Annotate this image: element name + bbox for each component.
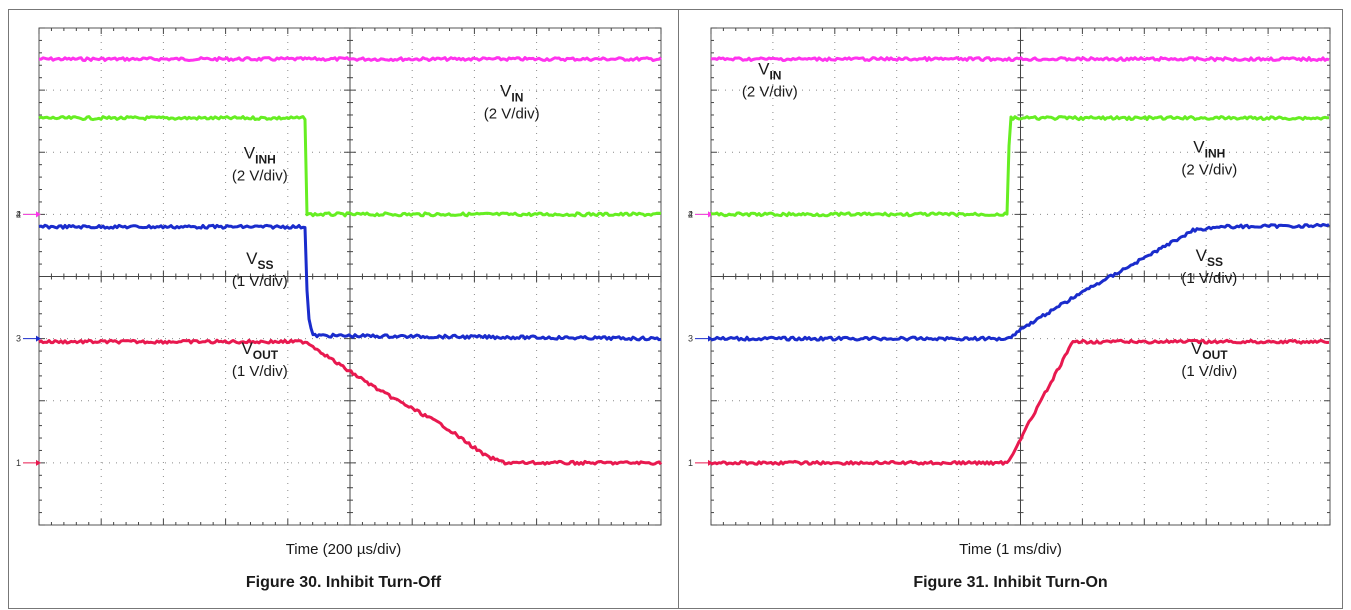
trace-vss: [710, 222, 1330, 342]
trace-scale-vss: (1 V/div): [1181, 270, 1237, 287]
svg-text:3: 3: [688, 334, 693, 344]
trace-label-vinh: VINH: [1193, 137, 1225, 160]
trace-label-vin: VIN: [758, 60, 781, 83]
trace-label-vout: VOUT: [241, 339, 278, 362]
trace-vin: [710, 56, 1330, 63]
trace-vinh: [38, 115, 662, 218]
trace-scale-vss: (1 V/div): [232, 273, 288, 290]
svg-text:1: 1: [16, 458, 21, 468]
channel-marker-4: 4: [16, 209, 41, 219]
trace-label-vss: VSS: [246, 249, 273, 272]
x-axis-label: Time (200 µs/div): [285, 541, 402, 558]
channel-marker-3: 3: [16, 334, 41, 344]
axis-ticks: [710, 27, 1331, 526]
trace-vout: [710, 338, 1330, 466]
channel-marker-1: 1: [688, 458, 713, 468]
trace-label-vinh: VINH: [244, 143, 276, 166]
trace-scale-vin: (2 V/div): [742, 84, 798, 101]
figure-30-panel: 2 4 3 1 VIN (2 V/div) VINH (2 V/div) VSS (1 V/div…: [8, 9, 679, 609]
svg-text:3: 3: [16, 334, 21, 344]
trace-vinh: [710, 115, 1330, 218]
trace-vss: [38, 223, 662, 342]
trace-vin: [38, 56, 662, 62]
trace-scale-vin: (2 V/div): [484, 105, 540, 122]
figure-caption: Figure 30. Inhibit Turn-Off: [245, 574, 442, 591]
svg-text:4: 4: [16, 209, 21, 219]
trace-label-vss: VSS: [1196, 246, 1223, 269]
figure-caption: Figure 31. Inhibit Turn-On: [913, 574, 1108, 591]
svg-text:1: 1: [688, 458, 693, 468]
channel-marker-3: 3: [688, 334, 713, 344]
x-axis-label: Time (1 ms/div): [959, 541, 1062, 558]
trace-scale-vout: (1 V/div): [1181, 363, 1237, 380]
trace-scale-vinh: (2 V/div): [1181, 161, 1237, 178]
svg-text:2: 2: [16, 209, 21, 219]
channel-marker-1: 1: [16, 458, 41, 468]
axis-ticks: [38, 27, 662, 526]
trace-label-vin: VIN: [500, 81, 523, 104]
trace-scale-vinh: (2 V/div): [232, 167, 288, 184]
svg-text:2: 2: [688, 209, 693, 219]
figure-31-panel: 2 4 3 1 VIN (2 V/div) VINH (2 V/div) VSS (1 V/div…: [678, 9, 1343, 609]
trace-scale-vout: (1 V/div): [232, 363, 288, 380]
channel-marker-4: 4: [688, 209, 713, 219]
svg-text:4: 4: [688, 209, 693, 219]
trace-vout: [38, 338, 663, 466]
trace-label-vout: VOUT: [1191, 339, 1228, 362]
